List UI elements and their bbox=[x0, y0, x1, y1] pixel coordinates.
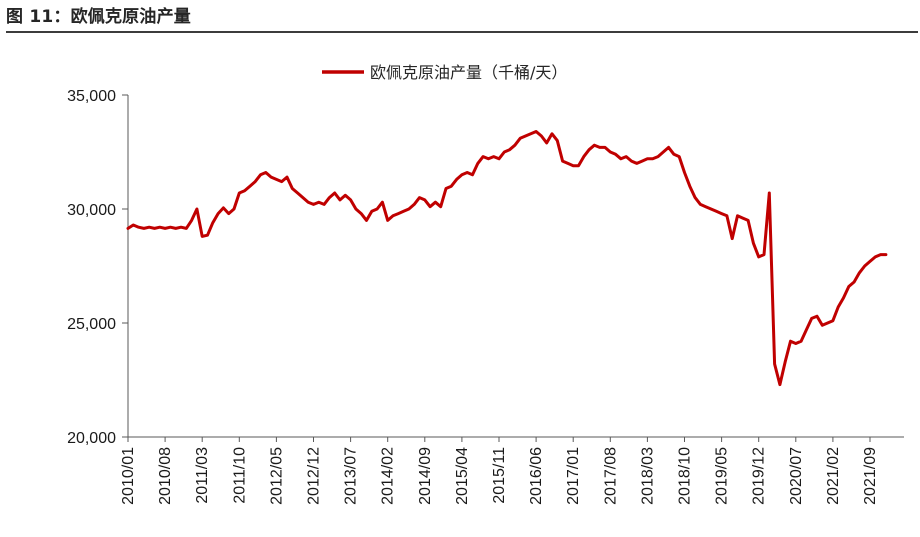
x-tick-label: 2012/05 bbox=[268, 447, 285, 505]
x-tick-label: 2014/09 bbox=[417, 447, 434, 505]
x-tick-label: 2011/10 bbox=[231, 447, 248, 504]
x-tick-label: 2011/03 bbox=[194, 447, 211, 504]
x-tick-label: 2020/07 bbox=[788, 447, 805, 505]
y-tick-label: 20,000 bbox=[67, 430, 116, 447]
x-tick-label: 2016/06 bbox=[528, 447, 545, 505]
x-tick-label: 2015/04 bbox=[454, 447, 471, 505]
x-tick-label: 2019/12 bbox=[751, 447, 768, 505]
x-tick-label: 2010/08 bbox=[157, 447, 174, 505]
x-tick-label: 2018/10 bbox=[677, 447, 694, 505]
y-ticks: 20,000 25,000 30,000 35,000 bbox=[67, 88, 128, 447]
title-rule bbox=[6, 31, 918, 33]
x-tick-label: 2017/01 bbox=[565, 447, 582, 505]
x-tick-label: 2018/03 bbox=[639, 447, 656, 505]
x-tick-label: 2014/02 bbox=[380, 447, 397, 505]
x-tick-label: 2021/02 bbox=[825, 447, 842, 505]
y-tick-label: 35,000 bbox=[67, 88, 116, 105]
figure-title: 图 11：欧佩克原油产量 bbox=[6, 7, 191, 27]
x-tick-label: 2010/01 bbox=[120, 447, 137, 505]
series-line bbox=[126, 130, 888, 387]
legend: 欧佩克原油产量（千桶/天） bbox=[322, 63, 567, 82]
x-tick-label: 2015/11 bbox=[491, 447, 508, 504]
x-tick-label: 2019/05 bbox=[714, 447, 731, 505]
x-tick-label: 2013/07 bbox=[343, 447, 360, 505]
legend-label: 欧佩克原油产量（千桶/天） bbox=[370, 63, 567, 82]
x-tick-label: 2012/12 bbox=[306, 447, 323, 505]
y-tick-label: 30,000 bbox=[67, 202, 116, 219]
y-tick-label: 25,000 bbox=[67, 316, 116, 333]
axes bbox=[127, 95, 904, 438]
x-tick-label: 2017/08 bbox=[602, 447, 619, 505]
x-ticks: 2010/01 2010/08 2011/03 2011/10 2012/05 2012/… bbox=[120, 437, 879, 505]
x-tick-label: 2021/09 bbox=[862, 447, 879, 505]
series-group bbox=[126, 130, 888, 387]
